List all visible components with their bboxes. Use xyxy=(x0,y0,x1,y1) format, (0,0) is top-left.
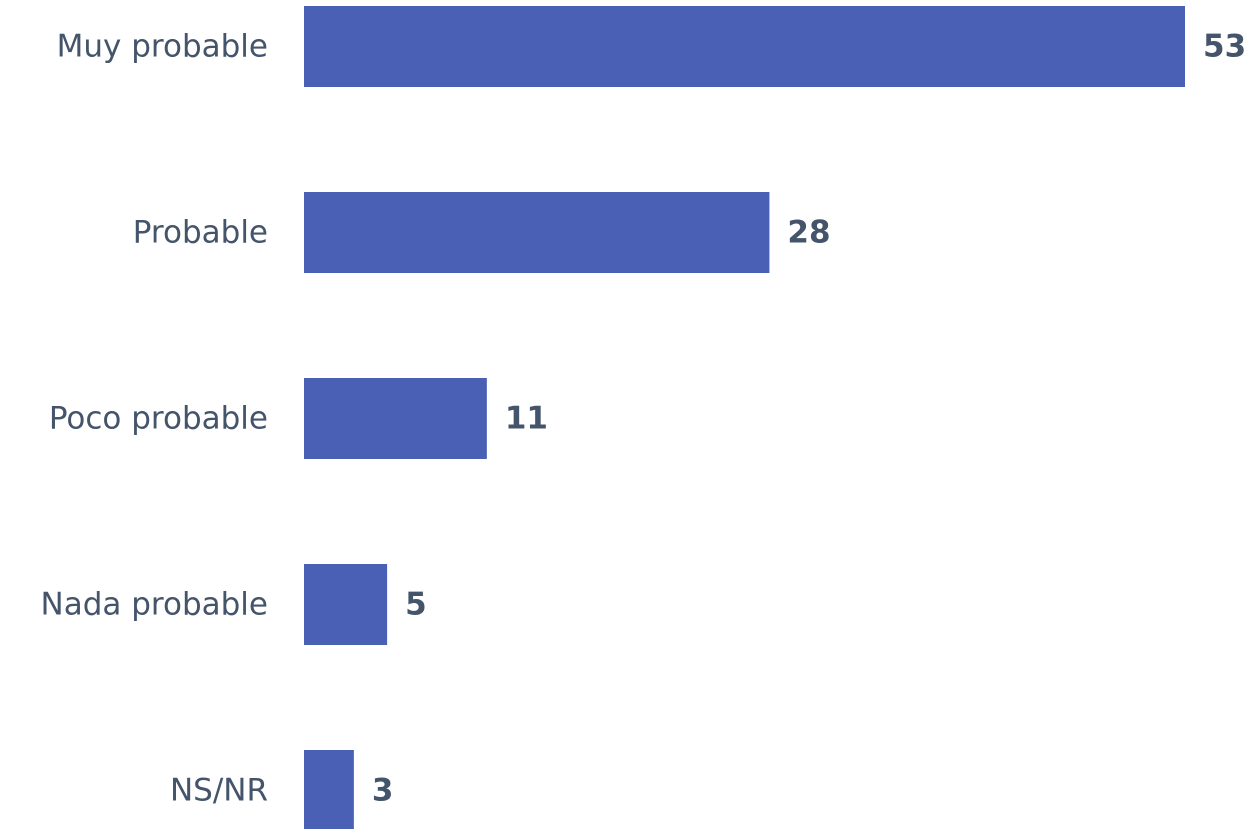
bar xyxy=(304,192,770,273)
value-label: 5 xyxy=(405,587,427,623)
value-label: 11 xyxy=(505,401,548,437)
category-label: Poco probable xyxy=(49,401,268,437)
bar xyxy=(304,564,388,645)
bar-group: Muy probable 53 xyxy=(57,6,1246,87)
bar xyxy=(304,6,1185,87)
bar-group: Poco probable 11 xyxy=(49,378,548,459)
category-label: Muy probable xyxy=(57,29,268,65)
category-label: Probable xyxy=(133,215,268,251)
bar-group: NS/NR 3 xyxy=(170,750,393,829)
bar xyxy=(304,378,487,459)
bar-group: Nada probable 5 xyxy=(41,564,427,645)
value-label: 3 xyxy=(372,773,394,809)
category-label: Nada probable xyxy=(41,587,268,623)
bar xyxy=(304,750,354,829)
category-label: NS/NR xyxy=(170,773,268,809)
bar-group: Probable 28 xyxy=(133,192,831,273)
value-label: 53 xyxy=(1203,29,1246,65)
value-label: 28 xyxy=(787,215,830,251)
